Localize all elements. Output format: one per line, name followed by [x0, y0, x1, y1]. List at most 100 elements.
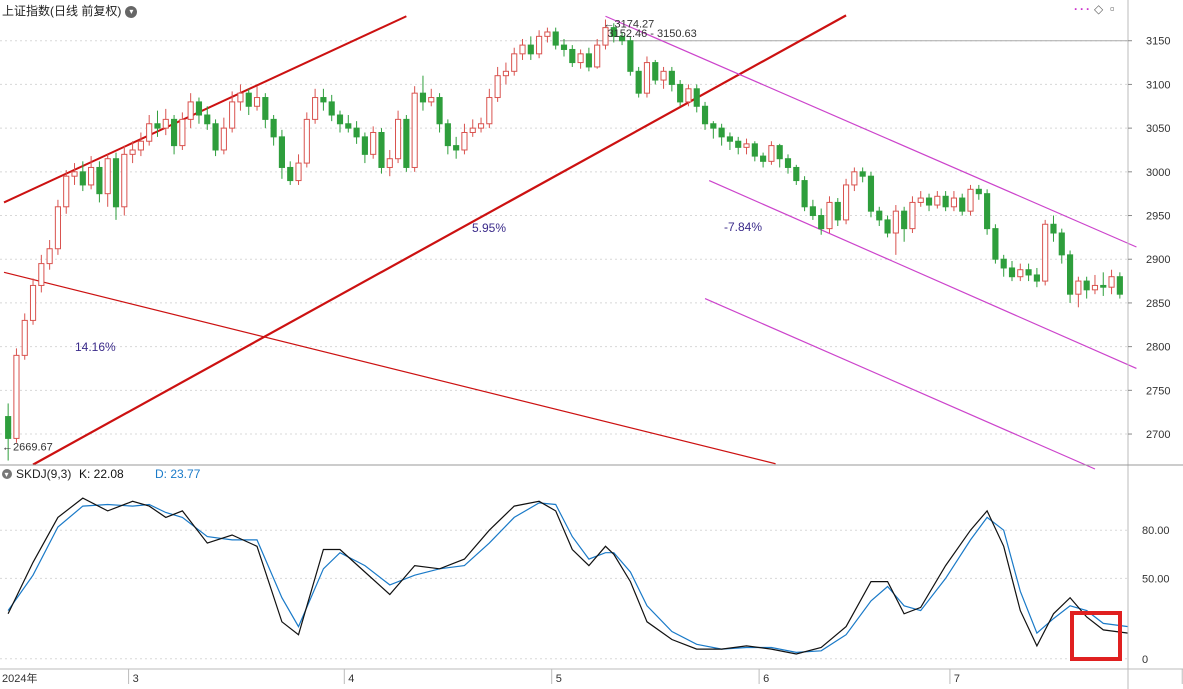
candle-down: [1008, 260, 1016, 282]
candle-body: [984, 193, 991, 230]
candle-down: [527, 36, 534, 60]
candle-down: [834, 198, 841, 227]
candle-down: [245, 88, 252, 116]
skdj-k-line: [7, 497, 1129, 655]
candle-up: [511, 47, 518, 76]
chart-title[interactable]: 上证指数(日线 前复权) ▾: [2, 2, 138, 19]
high-marker: ←3174.27: [603, 19, 654, 31]
candle-down: [378, 128, 385, 174]
candle-down: [212, 119, 219, 157]
candle-up: [544, 27, 551, 43]
candle-up: [395, 110, 402, 164]
candle-body: [527, 44, 534, 55]
candle-up: [220, 117, 227, 155]
candle-down: [809, 199, 816, 220]
candle-body: [536, 35, 543, 55]
candle-body: [444, 123, 451, 147]
candle-body: [1025, 269, 1032, 276]
candle-down: [287, 161, 294, 185]
candle-body: [428, 97, 435, 103]
time-axis-label: 3: [133, 673, 139, 685]
candle-up: [519, 38, 526, 60]
candle-up: [917, 191, 924, 207]
candle-body: [859, 171, 866, 177]
time-axis-label: 4: [348, 673, 354, 685]
window-icon[interactable]: ▫: [1110, 1, 1115, 16]
candle-body: [776, 145, 783, 160]
candle-body: [96, 166, 103, 195]
candle-body: [5, 416, 12, 439]
candle-down: [884, 215, 891, 238]
price-tick-label: 2950: [1146, 211, 1170, 223]
candle-body: [1008, 267, 1016, 278]
low-marker: ←2669.67: [2, 442, 53, 454]
price-tick-label: 3050: [1146, 123, 1170, 135]
candle-down: [942, 191, 949, 212]
channel-upper-line: [605, 15, 1137, 248]
candle-down: [1083, 276, 1090, 299]
candle-body: [477, 123, 485, 129]
candle-body: [693, 88, 700, 107]
candle-body: [63, 175, 70, 208]
candle-down: [610, 23, 617, 43]
candle-body: [278, 136, 285, 168]
candle-body: [992, 228, 999, 260]
candle-body: [784, 158, 792, 168]
candle-body: [370, 131, 377, 155]
candle-body: [809, 206, 816, 217]
indicator-dots[interactable]: ···: [1074, 2, 1092, 16]
candle-body: [901, 210, 908, 230]
candle-up: [469, 119, 476, 137]
candle-up: [386, 149, 393, 177]
candle-body: [768, 145, 775, 162]
candle-body: [386, 158, 393, 168]
candle-down: [1000, 254, 1007, 277]
candle-body: [1000, 258, 1007, 269]
candle-down: [1025, 263, 1032, 282]
candle-body: [677, 83, 684, 103]
candle-down: [760, 152, 767, 168]
candle-up: [370, 126, 377, 159]
candle-up: [967, 184, 974, 216]
candle-body: [71, 171, 78, 177]
candle-body: [137, 140, 144, 151]
candle-body: [743, 143, 750, 148]
candle-body: [336, 114, 344, 125]
candle-body: [328, 101, 335, 116]
chevron-down-icon[interactable]: ▾: [125, 5, 138, 18]
candle-body: [826, 201, 833, 230]
candle-body: [801, 180, 808, 208]
candle-body: [129, 149, 136, 155]
candle-down: [693, 84, 700, 113]
candle-body: [1108, 276, 1115, 288]
candle-up: [892, 205, 899, 255]
candle-up: [71, 163, 78, 185]
candle-body: [104, 158, 111, 195]
candle-body: [643, 62, 651, 94]
candle-up: [602, 19, 609, 50]
range-marker: 3152.46 - 3150.63: [607, 28, 696, 40]
price-tick-label: 3100: [1146, 79, 1170, 91]
candle-down: [959, 193, 966, 216]
candle-body: [577, 53, 584, 64]
candle-body: [88, 166, 95, 186]
candle-body: [735, 140, 742, 148]
candle-down: [801, 176, 808, 212]
candle-body: [1033, 274, 1040, 282]
candle-down: [793, 164, 800, 185]
candle-body: [552, 31, 559, 46]
candle-body: [942, 195, 949, 208]
candle-body: [162, 118, 169, 129]
candle-body: [718, 127, 725, 138]
time-axis-label: 5: [556, 673, 562, 685]
candle-body: [917, 197, 924, 203]
candle-down: [328, 94, 335, 122]
candle-up: [303, 112, 310, 168]
candle-down: [1100, 272, 1107, 296]
candle-body: [1067, 254, 1074, 295]
diamond-icon[interactable]: ◇: [1094, 2, 1104, 16]
candle-down: [336, 110, 344, 133]
candle-body: [270, 118, 277, 138]
indicator-menu-glyph: ▾: [5, 470, 9, 479]
